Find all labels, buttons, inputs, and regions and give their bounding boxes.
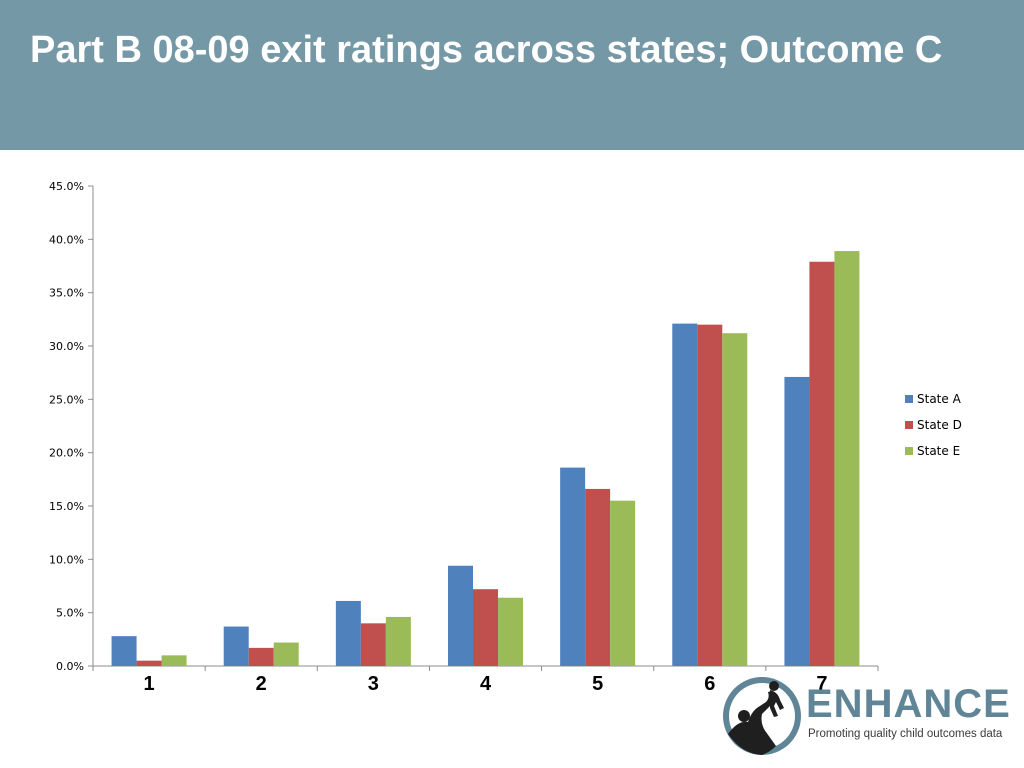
bar-chart: 0.0% 5.0% 10.0% 15.0% 20.0% 25.0% 30.0% 35.0% 40… — [49, 180, 962, 695]
bar — [248, 647, 274, 666]
y-tick-label: 35.0% — [49, 287, 84, 300]
y-tick-label: 20.0% — [49, 447, 84, 460]
bar — [111, 636, 137, 666]
bar — [385, 616, 411, 666]
bar — [560, 467, 586, 666]
bar — [161, 655, 187, 666]
x-tick-label: 4 — [480, 673, 492, 695]
y-tick-label: 30.0% — [49, 340, 84, 353]
x-tick-label: 2 — [256, 673, 267, 695]
y-tick-label: 0.0% — [56, 660, 84, 673]
y-tick-label: 25.0% — [49, 393, 84, 406]
bar — [697, 324, 723, 666]
x-tick-label: 6 — [704, 673, 715, 695]
bar — [784, 376, 810, 666]
y-tick-label: 40.0% — [49, 233, 84, 246]
x-tick-label: 5 — [592, 673, 603, 695]
bar — [809, 261, 835, 666]
title-banner: Part B 08-09 exit ratings across states;… — [0, 0, 1024, 150]
y-tick-label: 5.0% — [56, 607, 84, 620]
bar — [335, 600, 361, 666]
legend-label: State E — [917, 444, 960, 458]
y-tick-label: 15.0% — [49, 500, 84, 513]
bar — [448, 565, 473, 666]
parent-lifting-child-icon — [723, 677, 801, 755]
legend-swatch — [905, 447, 913, 455]
bar — [722, 333, 748, 666]
bar — [136, 660, 162, 666]
enhance-logo: ENHANCE Promoting quality child outcomes… — [722, 676, 1012, 758]
bar — [273, 642, 299, 666]
bar — [585, 488, 611, 666]
logo-wordmark: ENHANCE — [806, 682, 1011, 726]
bar — [498, 597, 523, 666]
legend-swatch — [905, 395, 913, 403]
bar — [360, 623, 386, 666]
bar — [672, 323, 698, 666]
legend-label: State D — [917, 418, 962, 432]
y-tick-label: 45.0% — [49, 180, 84, 193]
x-tick-label: 7 — [816, 673, 827, 695]
legend-label: State A — [917, 392, 962, 406]
slide-title: Part B 08-09 exit ratings across states;… — [30, 29, 943, 71]
bar — [834, 251, 860, 667]
legend-swatch — [905, 421, 913, 429]
x-tick-label: 1 — [144, 673, 155, 695]
bar — [223, 626, 249, 666]
bar — [473, 589, 498, 666]
bar — [610, 500, 636, 666]
logo-tagline: Promoting quality child outcomes data — [808, 728, 1003, 740]
y-tick-label: 10.0% — [49, 553, 84, 566]
x-tick-label: 3 — [368, 673, 379, 695]
